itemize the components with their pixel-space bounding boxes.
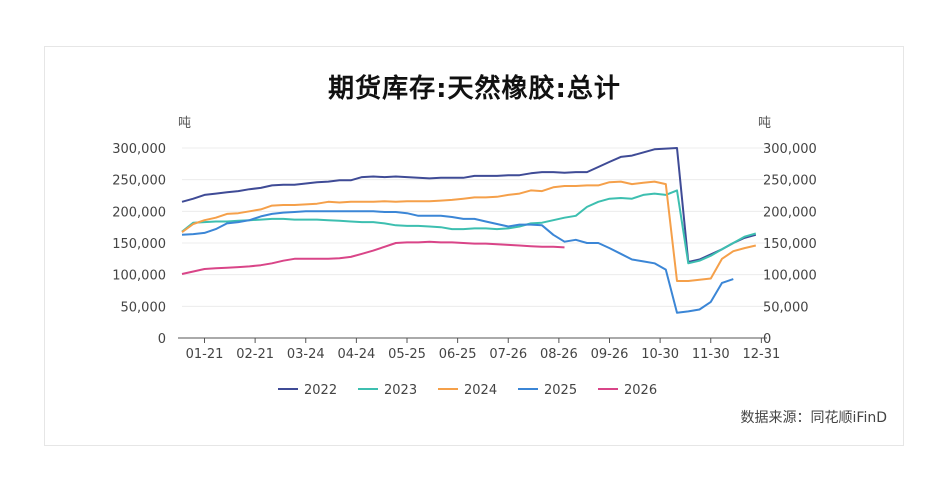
chart-card xyxy=(44,46,904,446)
x-tick-label: 04-24 xyxy=(337,347,375,362)
x-tick-label: 02-21 xyxy=(236,347,274,362)
y-tick-label-left: 200,000 xyxy=(112,205,166,220)
legend-label: 2025 xyxy=(544,383,577,398)
x-tick-label: 05-25 xyxy=(388,347,426,362)
x-tick-label: 08-26 xyxy=(540,347,578,362)
x-tick-label: 07-26 xyxy=(489,347,527,362)
right-unit-label: 吨 xyxy=(758,116,772,131)
chart-title: 期货库存:天然橡胶:总计 xyxy=(328,74,621,104)
y-tick-label-right: 0 xyxy=(763,332,771,347)
x-tick-label: 12-31 xyxy=(742,347,780,362)
x-tick-label: 10-30 xyxy=(641,347,679,362)
y-tick-label-left: 300,000 xyxy=(112,142,166,157)
series-line-2024 xyxy=(181,180,757,282)
y-tick-label-left: 50,000 xyxy=(121,300,167,315)
series-line-2023 xyxy=(181,189,757,265)
x-tick-label: 06-25 xyxy=(439,347,477,362)
y-tick-label-right: 50,000 xyxy=(763,300,809,315)
legend-label: 2022 xyxy=(304,383,337,398)
y-tick-label-right: 200,000 xyxy=(763,205,817,220)
y-tick-label-left: 250,000 xyxy=(112,174,166,189)
y-tick-label-right: 150,000 xyxy=(763,237,817,252)
series-line-2026 xyxy=(181,240,565,275)
y-tick-label-right: 300,000 xyxy=(763,142,817,157)
legend-label: 2024 xyxy=(464,383,497,398)
y-tick-label-right: 100,000 xyxy=(763,269,817,284)
legend-label: 2023 xyxy=(384,383,417,398)
legend-label: 2026 xyxy=(624,383,657,398)
y-tick-label-left: 0 xyxy=(158,332,166,347)
y-tick-label-left: 150,000 xyxy=(112,237,166,252)
y-tick-label-right: 250,000 xyxy=(763,174,817,189)
series-line-2025 xyxy=(181,210,734,314)
x-tick-label: 01-21 xyxy=(186,347,224,362)
x-tick-label: 03-24 xyxy=(287,347,325,362)
y-tick-label-left: 100,000 xyxy=(112,269,166,284)
data-source-label: 数据来源：同花顺iFinD xyxy=(740,410,887,426)
series-line-2022 xyxy=(181,147,757,263)
x-tick-label: 11-30 xyxy=(692,347,730,362)
left-unit-label: 吨 xyxy=(178,116,192,131)
x-tick-label: 09-26 xyxy=(591,347,629,362)
